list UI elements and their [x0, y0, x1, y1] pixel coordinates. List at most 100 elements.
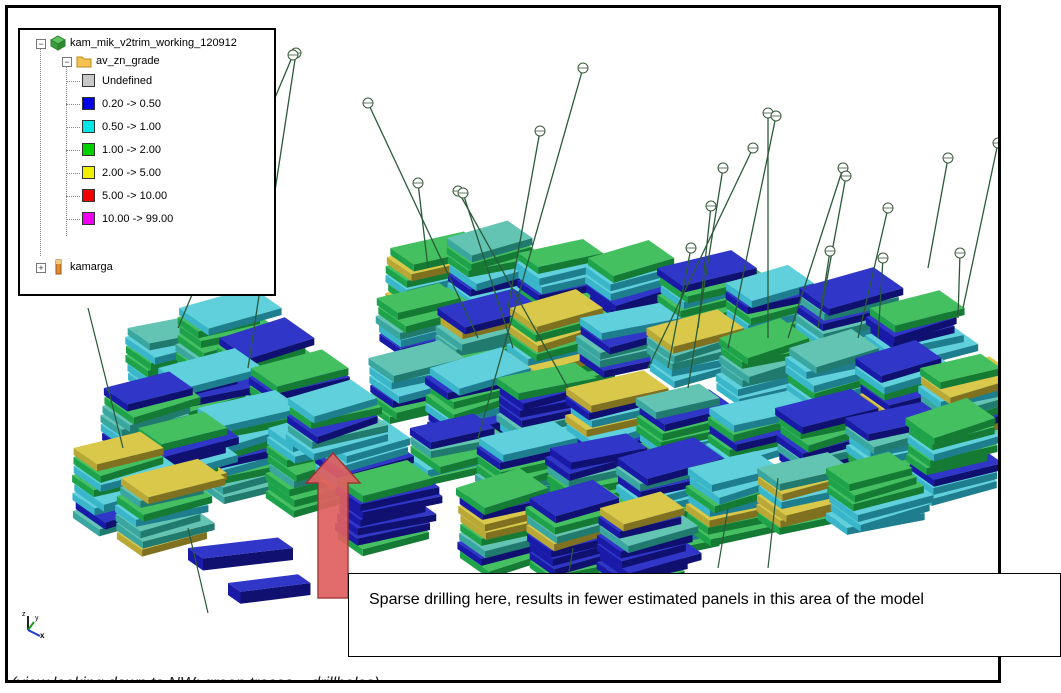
block-side [498, 396, 521, 418]
block-side [369, 376, 400, 404]
block-side [287, 425, 313, 449]
block-side [460, 515, 486, 540]
block-side [518, 378, 597, 401]
expand-icon[interactable]: + [36, 263, 46, 273]
block-side [127, 388, 193, 412]
block-top [529, 479, 619, 517]
block-side [208, 308, 282, 336]
block-side [386, 257, 412, 282]
legend-class-label: 10.00 -> 99.00 [102, 213, 174, 225]
block-side [646, 337, 675, 364]
drillhole-trace [957, 252, 961, 319]
collapse-icon[interactable]: − [36, 39, 46, 49]
block-side [726, 310, 749, 333]
block-side [829, 495, 858, 523]
block-model-scene[interactable] [8, 8, 1001, 683]
block-side [920, 377, 951, 405]
legend-tree-panel[interactable]: − kam_mik_v2trim_working_120912 − av_zn_… [18, 28, 276, 296]
annotation-arrow-icon [304, 451, 362, 599]
block-side [579, 318, 602, 341]
block-side [849, 468, 913, 492]
block-side [870, 326, 893, 349]
block-side [785, 357, 807, 379]
block-side [73, 457, 101, 483]
block-side [447, 274, 471, 297]
block-side [930, 445, 998, 468]
block-side [357, 523, 431, 546]
block-side [597, 544, 622, 569]
block-side [186, 368, 264, 395]
block-top [709, 390, 813, 426]
block-side [72, 493, 95, 516]
block-side [910, 463, 935, 487]
block-side [775, 408, 803, 435]
legend-swatch [82, 189, 95, 202]
block-side [447, 256, 469, 278]
block-side [437, 308, 466, 335]
block-side [268, 428, 293, 453]
block-side [379, 325, 402, 348]
block-side [148, 478, 226, 505]
block-side [314, 398, 378, 424]
block-side [720, 347, 743, 369]
block-top [158, 348, 264, 388]
block-top [337, 459, 433, 497]
block-side [125, 337, 155, 365]
block-side [527, 516, 557, 544]
model-icon [50, 35, 66, 51]
block-side [599, 526, 629, 554]
view-caption: (view looking down to NW; green traces =… [11, 675, 380, 680]
block-side [346, 438, 411, 464]
block-side [613, 258, 675, 283]
block-side [273, 377, 350, 402]
collapse-icon[interactable]: − [62, 57, 72, 67]
block-side [130, 406, 191, 433]
block-side [756, 504, 781, 528]
block-side [550, 448, 572, 470]
block-top [479, 420, 578, 456]
block-top [869, 290, 965, 326]
block-side [933, 436, 998, 462]
block-side [570, 406, 592, 428]
block-side [164, 437, 239, 464]
block-side [385, 266, 407, 288]
block-side [715, 374, 738, 397]
block-side [228, 583, 241, 604]
block-side [410, 437, 431, 459]
block-side [161, 446, 226, 470]
block-side [429, 368, 460, 396]
block-top [228, 574, 311, 592]
block-side [756, 495, 787, 523]
block-side [72, 475, 94, 498]
block-side [455, 488, 485, 516]
block-top [587, 240, 675, 276]
viewport-3d[interactable]: − kam_mik_v2trim_working_120912 − av_zn_… [5, 5, 1001, 683]
kamarga-label: kamarga [70, 261, 113, 273]
block-side [547, 466, 569, 488]
block-top [920, 353, 998, 383]
block-side [845, 418, 869, 442]
block-side [425, 395, 454, 422]
block-side [240, 583, 311, 604]
block-side [362, 496, 443, 520]
block-side [390, 248, 414, 272]
block-side [277, 368, 349, 394]
block-top [635, 383, 720, 413]
block-side [601, 318, 682, 341]
block-side [529, 543, 553, 567]
annotation-callout: Sparse drilling here, results in fewer e… [348, 573, 1061, 657]
block-side [906, 454, 927, 476]
block-side [566, 388, 592, 413]
drillhole-trace [857, 207, 889, 339]
block-side [860, 385, 890, 413]
block-side [479, 438, 504, 463]
block-top [757, 452, 851, 484]
block-side [789, 348, 817, 375]
block-side [587, 258, 614, 283]
block-side [360, 505, 426, 527]
block-side [499, 387, 524, 411]
block-top [855, 339, 942, 377]
block-side [825, 513, 848, 535]
block-side [357, 514, 437, 536]
block-top [566, 370, 669, 406]
